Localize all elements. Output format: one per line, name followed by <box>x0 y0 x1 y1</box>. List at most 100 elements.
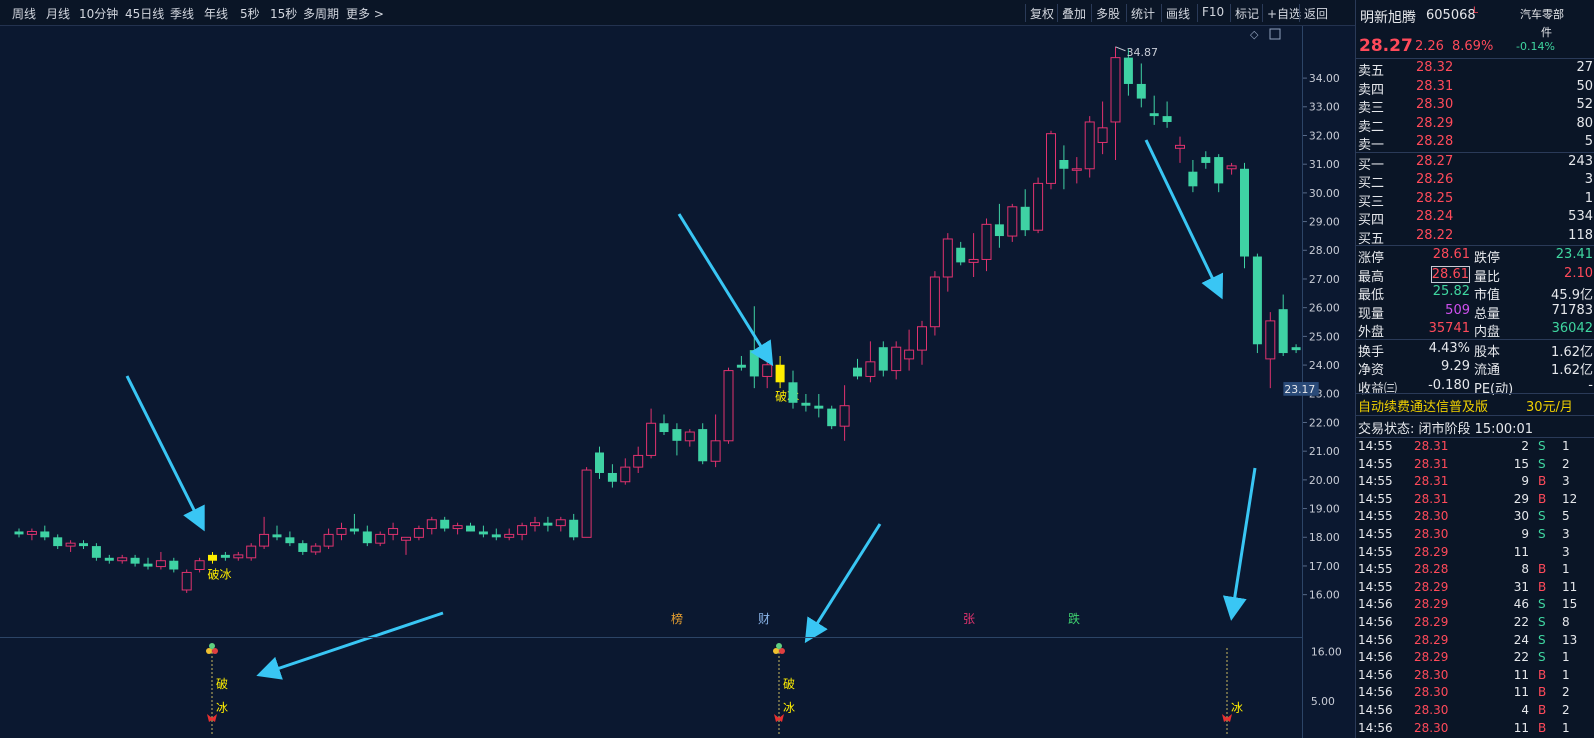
ask-volume: 50 <box>1576 78 1593 94</box>
ask-row[interactable]: 卖二 28.29 80 <box>1356 115 1594 135</box>
tick-count: 1 <box>1562 667 1570 682</box>
bid-label: 买一 <box>1358 157 1385 173</box>
ask-row[interactable]: 卖五 28.32 27 <box>1356 59 1594 79</box>
toolbar-item-8[interactable]: 多周期 <box>303 7 340 21</box>
bid-row[interactable]: 买三 28.25 1 <box>1356 190 1594 210</box>
indicator-signal: 破冰 <box>773 643 795 736</box>
stat-value: 1.62亿 <box>1551 344 1593 360</box>
candle-body <box>272 534 282 538</box>
promo-text[interactable]: 自动续费通达信普及版 <box>1358 400 1489 415</box>
tick-row[interactable]: 14:56 28.30 11 B 2 <box>1356 684 1594 702</box>
event-mark[interactable]: 榜 <box>671 611 683 626</box>
ask-price: 28.31 <box>1416 78 1454 94</box>
candle <box>762 358 773 389</box>
candle <box>710 414 721 468</box>
bid-row[interactable]: 买五 28.22 118 <box>1356 227 1594 247</box>
tick-row[interactable]: 14:56 28.29 46 S 15 <box>1356 596 1594 614</box>
annotation-arrow <box>804 523 882 644</box>
candle <box>530 516 540 532</box>
candle <box>517 522 528 541</box>
toolbar-right-item-7[interactable]: +自选 <box>1267 7 1302 21</box>
tick-row[interactable]: 14:56 28.29 22 S 1 <box>1356 649 1594 667</box>
event-mark[interactable]: 跌 <box>1068 611 1080 626</box>
tick-row[interactable]: 14:55 28.28 8 B 1 <box>1356 561 1594 579</box>
tick-count: 3 <box>1562 527 1570 541</box>
candle-body <box>607 472 617 482</box>
toolbar-item-7[interactable]: 15秒 <box>270 7 298 21</box>
stat-label: 量比 <box>1474 269 1501 285</box>
tick-row[interactable]: 14:55 28.29 11 3 <box>1356 544 1594 562</box>
stock-header[interactable]: 明新旭腾 605068 L 汽车零部 <box>1356 6 1594 28</box>
tick-count: 13 <box>1562 632 1578 647</box>
toolbar-item-0[interactable]: 周线 <box>12 7 37 21</box>
candle-body <box>659 423 669 433</box>
tick-row[interactable]: 14:56 28.30 11 B 1 <box>1356 667 1594 685</box>
tick-row[interactable]: 14:56 28.30 11 B 1 <box>1356 720 1594 738</box>
tick-row[interactable]: 14:55 28.31 15 S 2 <box>1356 456 1594 474</box>
toolbar-item-9[interactable]: 更多 > <box>346 7 384 21</box>
toolbar-item-3[interactable]: 45日线 <box>125 7 165 21</box>
tick-row[interactable]: 14:56 28.30 4 B 2 <box>1356 702 1594 720</box>
toolbar-right-item-4[interactable]: 画线 <box>1166 7 1191 21</box>
tick-row[interactable]: 14:55 28.31 2 S 1 <box>1356 438 1594 456</box>
toolbar-right-item-0[interactable]: 复权 <box>1030 7 1055 21</box>
candle <box>233 551 244 561</box>
candle <box>555 516 566 532</box>
toolbar-item-5[interactable]: 年线 <box>204 7 229 21</box>
candle <box>504 528 515 541</box>
candle <box>1046 130 1056 190</box>
ask-row[interactable]: 卖三 28.30 52 <box>1356 96 1594 116</box>
diamond-icon[interactable]: ◇ <box>1250 28 1259 41</box>
candle <box>891 341 902 380</box>
tick-volume: 11 <box>1513 667 1529 682</box>
candle-body <box>1291 347 1301 351</box>
toolbar-right-item-1[interactable]: 叠加 <box>1062 7 1087 21</box>
tick-time: 14:56 <box>1358 720 1393 735</box>
candle <box>194 557 205 573</box>
tick-price: 28.30 <box>1414 720 1449 735</box>
bid-row[interactable]: 买四 28.24 534 <box>1356 208 1594 228</box>
tick-row[interactable]: 14:55 28.30 9 S 3 <box>1356 526 1594 544</box>
tick-row[interactable]: 14:55 28.30 30 S 5 <box>1356 508 1594 526</box>
tick-row[interactable]: 14:55 28.29 31 B 11 <box>1356 579 1594 597</box>
indicator-chart[interactable]: 破冰破冰冰 <box>0 638 1302 738</box>
candle-body <box>91 546 101 558</box>
toolbar-item-4[interactable]: 季线 <box>170 7 195 21</box>
ask-row[interactable]: 卖四 28.31 50 <box>1356 78 1594 98</box>
toolbar-right-item-3[interactable]: 统计 <box>1131 7 1156 21</box>
candle-body <box>375 533 386 544</box>
ask-row[interactable]: 卖一 28.28 5 <box>1356 133 1594 153</box>
candle <box>1240 162 1249 269</box>
toolbar-right-item-6[interactable]: 标记 <box>1235 7 1260 21</box>
tick-row[interactable]: 14:56 28.29 24 S 13 <box>1356 632 1594 650</box>
bid-row[interactable]: 买一 28.27 243 <box>1356 153 1594 173</box>
bid-row[interactable]: 买二 28.26 3 <box>1356 171 1594 191</box>
toolbar-item-1[interactable]: 月线 <box>46 7 71 21</box>
stat-value: 71783 <box>1551 302 1593 318</box>
tick-row[interactable]: 14:55 28.31 9 B 3 <box>1356 473 1594 491</box>
event-mark[interactable]: 财 <box>758 612 770 626</box>
axis-tick-label: 30.00 <box>1309 187 1340 200</box>
stat-label: 最低 <box>1358 288 1385 303</box>
candle <box>1136 63 1146 108</box>
toolbar-right-item-5[interactable]: F10 <box>1202 5 1225 19</box>
promo-row[interactable]: 自动续费通达信普及版 30元/月 <box>1356 395 1594 415</box>
tick-row[interactable]: 14:55 28.31 29 B 12 <box>1356 491 1594 509</box>
toolbar-right-item-8[interactable]: 返回 <box>1304 7 1329 21</box>
candle-body <box>117 557 128 562</box>
event-mark[interactable]: 张 <box>963 612 975 626</box>
candle <box>1252 253 1262 354</box>
tick-volume: 9 <box>1521 527 1529 541</box>
toolbar-item-2[interactable]: 10分钟 <box>79 7 119 21</box>
annotation-arrow <box>677 213 774 367</box>
tick-row[interactable]: 14:56 28.29 22 S 8 <box>1356 614 1594 632</box>
stat-label: PE(动) <box>1474 381 1514 397</box>
sector-name[interactable]: 汽车零部 <box>1520 8 1564 21</box>
candle-body <box>79 543 88 547</box>
toolbar-item-6[interactable]: 5秒 <box>240 7 260 21</box>
candle <box>646 408 657 459</box>
window-icon[interactable] <box>1269 28 1281 40</box>
toolbar-right-item-2[interactable]: 多股 <box>1096 7 1121 21</box>
tick-count: 1 <box>1562 720 1570 735</box>
